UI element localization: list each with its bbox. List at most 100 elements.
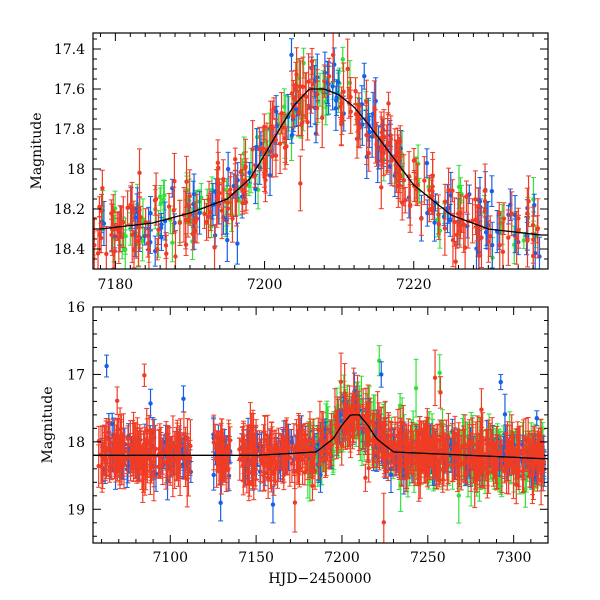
y-tick-label: 18.4 <box>54 242 85 258</box>
top-panel-ticks: 7180 7200 7220 17.4 17.6 17.8 18 18.2 18.4 <box>54 33 549 293</box>
data-point <box>219 208 225 213</box>
data-point <box>437 370 442 376</box>
data-point <box>338 104 343 109</box>
data-point <box>270 502 276 507</box>
data-point <box>407 203 413 209</box>
data-point <box>268 124 273 130</box>
data-point <box>271 106 277 111</box>
data-point <box>235 241 240 246</box>
data-point <box>117 226 123 231</box>
data-point <box>156 227 161 232</box>
data-point <box>509 211 514 216</box>
data-point <box>250 147 255 152</box>
data-point <box>140 238 145 244</box>
data-point <box>453 259 458 264</box>
data-point <box>289 52 294 58</box>
data-point <box>413 385 419 391</box>
data-point <box>379 372 384 377</box>
top-panel: 7180 7200 7220 17.4 17.6 17.8 18 18.2 18.4 Magni… <box>29 32 549 293</box>
data-point <box>502 412 508 417</box>
data-point <box>422 178 427 183</box>
data-point <box>326 74 332 79</box>
data-point <box>112 248 118 254</box>
data-point <box>240 200 245 206</box>
y-tick-label: 17.4 <box>54 42 85 58</box>
data-point <box>320 115 325 121</box>
data-point <box>170 240 175 245</box>
data-point <box>534 416 539 421</box>
data-point <box>253 186 258 192</box>
data-point <box>456 184 462 190</box>
data-point <box>314 92 320 97</box>
data-point <box>158 201 164 206</box>
data-point <box>430 173 435 178</box>
data-point <box>104 251 109 257</box>
data-point <box>298 181 303 186</box>
data-point <box>379 185 384 190</box>
data-point <box>243 165 248 170</box>
data-point <box>247 170 252 175</box>
data-point <box>199 195 204 200</box>
data-point <box>462 245 468 250</box>
data-point <box>446 188 451 193</box>
data-point <box>424 160 430 166</box>
data-point <box>225 166 231 172</box>
data-point <box>497 242 502 248</box>
data-point <box>364 99 369 105</box>
data-point <box>190 231 195 237</box>
data-point <box>455 211 461 216</box>
data-point <box>397 403 403 408</box>
data-point <box>411 158 417 163</box>
data-point <box>482 188 488 193</box>
data-point <box>415 182 420 188</box>
data-point <box>194 216 200 221</box>
data-point <box>97 204 102 210</box>
data-point <box>353 112 359 117</box>
data-point <box>476 253 482 259</box>
data-point <box>334 98 339 103</box>
data-point <box>125 205 130 210</box>
data-point <box>310 483 315 488</box>
data-point <box>521 238 527 243</box>
data-point <box>146 247 152 252</box>
data-point <box>473 197 478 202</box>
data-point <box>524 233 529 239</box>
data-point <box>187 194 192 199</box>
top-panel-data <box>93 33 548 269</box>
data-point <box>394 163 399 169</box>
data-point <box>354 136 360 142</box>
data-point <box>498 379 503 385</box>
data-point <box>218 500 223 506</box>
data-point <box>172 178 177 184</box>
data-point <box>362 74 367 79</box>
data-point <box>506 235 511 240</box>
data-point <box>262 124 267 129</box>
data-point <box>111 209 116 214</box>
data-point <box>159 222 164 227</box>
y-tick-label: 18.2 <box>54 202 85 218</box>
data-point <box>243 199 249 205</box>
data-point <box>157 194 163 199</box>
data-point <box>347 80 353 86</box>
data-point <box>489 242 495 248</box>
data-point <box>432 220 437 225</box>
data-point <box>532 203 537 208</box>
data-point <box>483 230 489 235</box>
data-point <box>183 217 188 223</box>
data-point <box>530 222 536 228</box>
data-point <box>221 176 226 182</box>
model-curve <box>93 88 548 236</box>
data-point <box>353 88 358 94</box>
data-point <box>173 254 178 259</box>
y-tick-label: 18 <box>67 162 85 178</box>
data-point <box>401 178 407 183</box>
data-point <box>152 198 158 203</box>
data-point <box>425 210 430 216</box>
data-point <box>501 216 507 221</box>
data-point <box>302 470 308 475</box>
data-point <box>262 170 267 175</box>
data-point <box>525 238 530 243</box>
data-point <box>95 251 101 256</box>
x-tick-label: 7220 <box>396 277 432 293</box>
